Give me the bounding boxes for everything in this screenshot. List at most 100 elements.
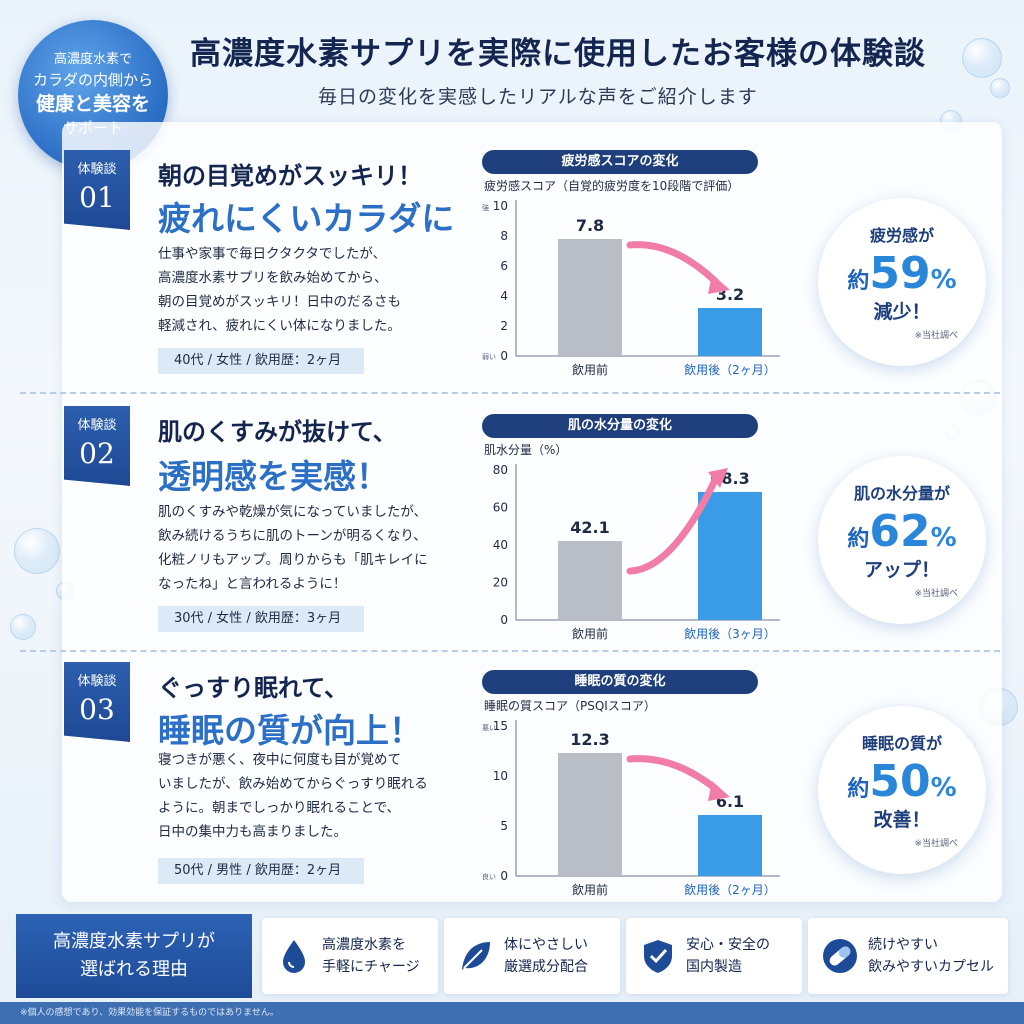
- chart-bar: [558, 753, 622, 876]
- feature-line: 国内製造: [686, 959, 742, 975]
- chart-ylabel: 肌水分量（%）: [484, 443, 567, 457]
- chart-y-tick-label: 15: [493, 719, 508, 733]
- chart-title: 睡眠の質の変化: [482, 670, 758, 694]
- feature-line: 安心・安全の: [686, 937, 770, 953]
- result-number: 59: [869, 248, 931, 299]
- result-percent: %: [930, 773, 957, 803]
- result-percent: %: [930, 265, 957, 295]
- chart-trend-arrowhead: [708, 781, 730, 801]
- result-circle: 肌の水分量が 約62% アップ！ ※当社調べ: [818, 456, 986, 624]
- chart-x-tick-label: 飲用前: [572, 362, 608, 377]
- chart-ylabel: 睡眠の質スコア（PSQIスコア）: [484, 698, 656, 713]
- body-line: いましたが、飲み始めてからぐっすり眠れる: [158, 776, 428, 792]
- testimonial-headline: 朝の目覚めがスッキリ！: [158, 161, 422, 190]
- body-line: なったね」と言われるように！: [158, 576, 347, 592]
- reasons-heading: 高濃度水素サプリが 選ばれる理由: [16, 914, 252, 998]
- bubble-decoration: [990, 78, 1010, 98]
- result-note: ※当社調べ: [914, 839, 958, 849]
- page-subtitle: 毎日の変化を実感したリアルな声をご紹介します: [318, 86, 758, 108]
- tag-number: 01: [79, 181, 115, 214]
- result-note: ※当社調べ: [914, 589, 958, 599]
- testimonial-body: 肌のくすみや乾燥が気になっていましたが、 飲み続けるうちに肌のトーンが明るくなり…: [158, 500, 458, 596]
- result-circle: 疲労感が 約59% 減少！ ※当社調べ: [818, 198, 986, 366]
- chart-trend-arrow: [626, 474, 720, 575]
- chart-y-tick-label: 5: [500, 819, 508, 833]
- result-number: 62: [869, 506, 931, 557]
- result-change: アップ！: [863, 559, 940, 581]
- chart-y-tick-label: 2: [500, 319, 508, 333]
- feature-text: 高濃度水素を 手軽にチャージ: [322, 934, 420, 978]
- feature-text: 体にやさしい 厳選成分配合: [504, 934, 588, 978]
- body-line: 軽減され、疲れにくい体になりました。: [158, 318, 401, 334]
- leaf-icon: [462, 942, 490, 970]
- water-drop-icon: [283, 940, 305, 973]
- testimonial-headline: ぐっすり眠れて、: [158, 673, 349, 702]
- chart-bar: [698, 815, 762, 876]
- reasons-heading-line-1: 高濃度水素サプリが: [53, 931, 215, 952]
- result-number: 50: [869, 756, 931, 807]
- body-line: 朝の目覚めがスッキリ！日中のだるさも: [158, 294, 401, 310]
- testimonial-tag: 体験談 01: [64, 150, 130, 230]
- shield-check-icon: [644, 940, 672, 973]
- result-change: 減少！: [873, 301, 931, 323]
- testimonial-profile: 40代 / 女性 / 飲用歴：2ヶ月: [158, 348, 364, 374]
- body-line: 高濃度水素サプリを飲み始めてから、: [158, 270, 388, 286]
- feature-line: 飲みやすいカプセル: [868, 959, 994, 975]
- tag-label: 体験談: [77, 418, 117, 433]
- bubble-decoration: [14, 528, 60, 574]
- chart-x-tick-label: 飲用前: [572, 626, 608, 641]
- chart-x-tick-label: 飲用後（2ヶ月）: [684, 362, 776, 377]
- chart-x-tick-label: 飲用後（2ヶ月）: [684, 882, 776, 897]
- result-approx: 約: [847, 269, 870, 294]
- badge-line-3: 健康と美容を: [35, 93, 150, 115]
- result-approx: 約: [847, 777, 870, 802]
- chart-y-tick-label: 10: [493, 769, 508, 783]
- chart-y-tick-label: 0: [500, 613, 508, 627]
- chart-trend-arrowhead: [708, 467, 728, 488]
- body-line: 日中の集中力も高まりました。: [158, 824, 347, 840]
- feature-line: 体にやさしい: [504, 937, 588, 953]
- result-note: ※当社調べ: [914, 331, 958, 341]
- disclaimer: ※個人の感想であり、効果効能を保証するものではありません。: [0, 1002, 1024, 1024]
- page-title: 高濃度水素サプリを実際に使用したお客様の体験談: [190, 36, 926, 72]
- tag-number: 02: [79, 437, 115, 470]
- chart-y-top-marker: 強: [482, 204, 489, 212]
- chart-value-label: 7.8: [576, 216, 604, 235]
- chart-bar: [698, 308, 762, 356]
- feature-line: 手軽にチャージ: [322, 959, 420, 975]
- result-change: 改善！: [873, 809, 931, 831]
- result-approx: 約: [847, 527, 870, 552]
- chart-x-tick-label: 飲用前: [572, 882, 608, 897]
- tag-number: 03: [79, 693, 115, 726]
- testimonial-profile: 50代 / 男性 / 飲用歴：2ヶ月: [158, 858, 364, 884]
- chart-title: 疲労感スコアの変化: [482, 150, 758, 174]
- chart-trend-arrow: [626, 755, 720, 793]
- chart-y-tick-label: 40: [493, 538, 508, 552]
- body-line: 仕事や家事で毎日クタクタでしたが、: [158, 246, 387, 262]
- feature-text: 続けやすい 飲みやすいカプセル: [868, 934, 994, 978]
- chart-y-bottom-marker: 良い: [482, 872, 496, 881]
- chart-value-label: 12.3: [570, 730, 609, 749]
- feature-line: 高濃度水素を: [322, 937, 406, 953]
- capsule-icon: [823, 939, 857, 973]
- badge-line-2: カラダの内側から: [32, 71, 153, 89]
- body-line: 化粧ノリもアップ。周りからも「肌キレイに: [158, 552, 428, 568]
- bubble-decoration: [10, 614, 36, 640]
- chart-ylabel: 疲労感スコア（自覚的疲労度を10段階で評価）: [484, 178, 739, 193]
- badge-line-1: 高濃度水素で: [53, 52, 132, 67]
- body-line: 寝つきが悪く、夜中に何度も目が覚めて: [158, 752, 401, 768]
- feature-text: 安心・安全の 国内製造: [686, 934, 770, 978]
- body-line: ように。朝までしっかり眠れることで、: [158, 800, 401, 816]
- chart-y-tick-label: 80: [493, 463, 508, 477]
- chart-y-tick-label: 0: [500, 349, 508, 363]
- feature-card: 体にやさしい 厳選成分配合: [444, 918, 620, 994]
- testimonial-tag: 体験談 03: [64, 662, 130, 742]
- chart-bar: [698, 491, 762, 620]
- feature-line: 続けやすい: [868, 937, 938, 953]
- reasons-heading-line-2: 選ばれる理由: [80, 959, 188, 980]
- result-percent: %: [930, 523, 957, 553]
- result-circle: 睡眠の質が 約50% 改善！ ※当社調べ: [818, 706, 986, 874]
- testimonial-profile: 30代 / 女性 / 飲用歴：3ヶ月: [158, 606, 364, 632]
